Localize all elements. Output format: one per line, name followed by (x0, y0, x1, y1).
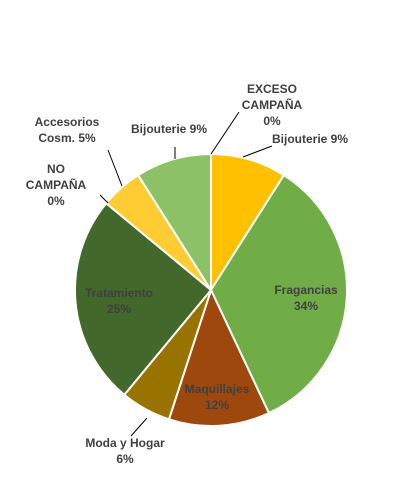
data-label-line: CAMPAÑA (242, 97, 303, 112)
data-label-line: EXCESO (247, 82, 297, 96)
slice-fragancias-2 (210, 174, 348, 415)
data-label-1: Bijouterie 9% (272, 132, 348, 146)
slice-tratamiento-5 (74, 202, 212, 396)
leader-line-7 (107, 149, 123, 187)
data-label-6: NO CAMPAÑA 0% (26, 162, 87, 208)
data-label-line: NO (47, 162, 65, 176)
data-label-4: Moda y Hogar 6% (85, 436, 165, 466)
data-label-3: Maquillajes 12% (185, 382, 250, 412)
data-label-line: 0% (47, 194, 65, 208)
data-label-line: Moda y Hogar (85, 436, 165, 450)
data-label-line: CAMPAÑA (26, 177, 87, 192)
slice-maquillajes-3 (167, 289, 270, 427)
data-label-0: EXCESO CAMPAÑA 0% (242, 82, 303, 128)
data-label-5: Tratamiento 25% (85, 286, 153, 316)
data-label-line: Tratamiento (85, 286, 153, 300)
data-label-8: Bijouterie 9% (131, 122, 207, 136)
data-label-line: Bijouterie 9% (131, 122, 207, 136)
data-label-line: 0% (263, 114, 281, 128)
data-label-line: Fragancias (274, 283, 338, 297)
pie-slices (74, 153, 348, 427)
data-label-line: 6% (116, 452, 134, 466)
leader-line-4 (130, 417, 148, 437)
data-label-line: Maquillajes (185, 382, 250, 396)
data-label-line: Bijouterie 9% (272, 132, 348, 146)
leader-line-1 (242, 145, 273, 158)
leader-line-0 (210, 111, 240, 155)
slice-bijouterie-8 (137, 153, 212, 291)
data-label-7: Accesorios Cosm. 5% (35, 115, 100, 145)
slice-labels: EXCESO CAMPAÑA 0%Bijouterie 9%Fragancias 34… (26, 82, 349, 466)
leader-line-6 (99, 194, 109, 204)
data-label-2: Fragancias 34% (274, 283, 338, 313)
data-label-line: Cosm. 5% (38, 131, 96, 145)
leader-lines (99, 111, 273, 437)
data-label-line: Accesorios (35, 115, 100, 129)
data-label-line: 25% (107, 302, 131, 316)
data-label-line: 12% (205, 398, 229, 412)
data-label-line: 34% (294, 299, 318, 313)
